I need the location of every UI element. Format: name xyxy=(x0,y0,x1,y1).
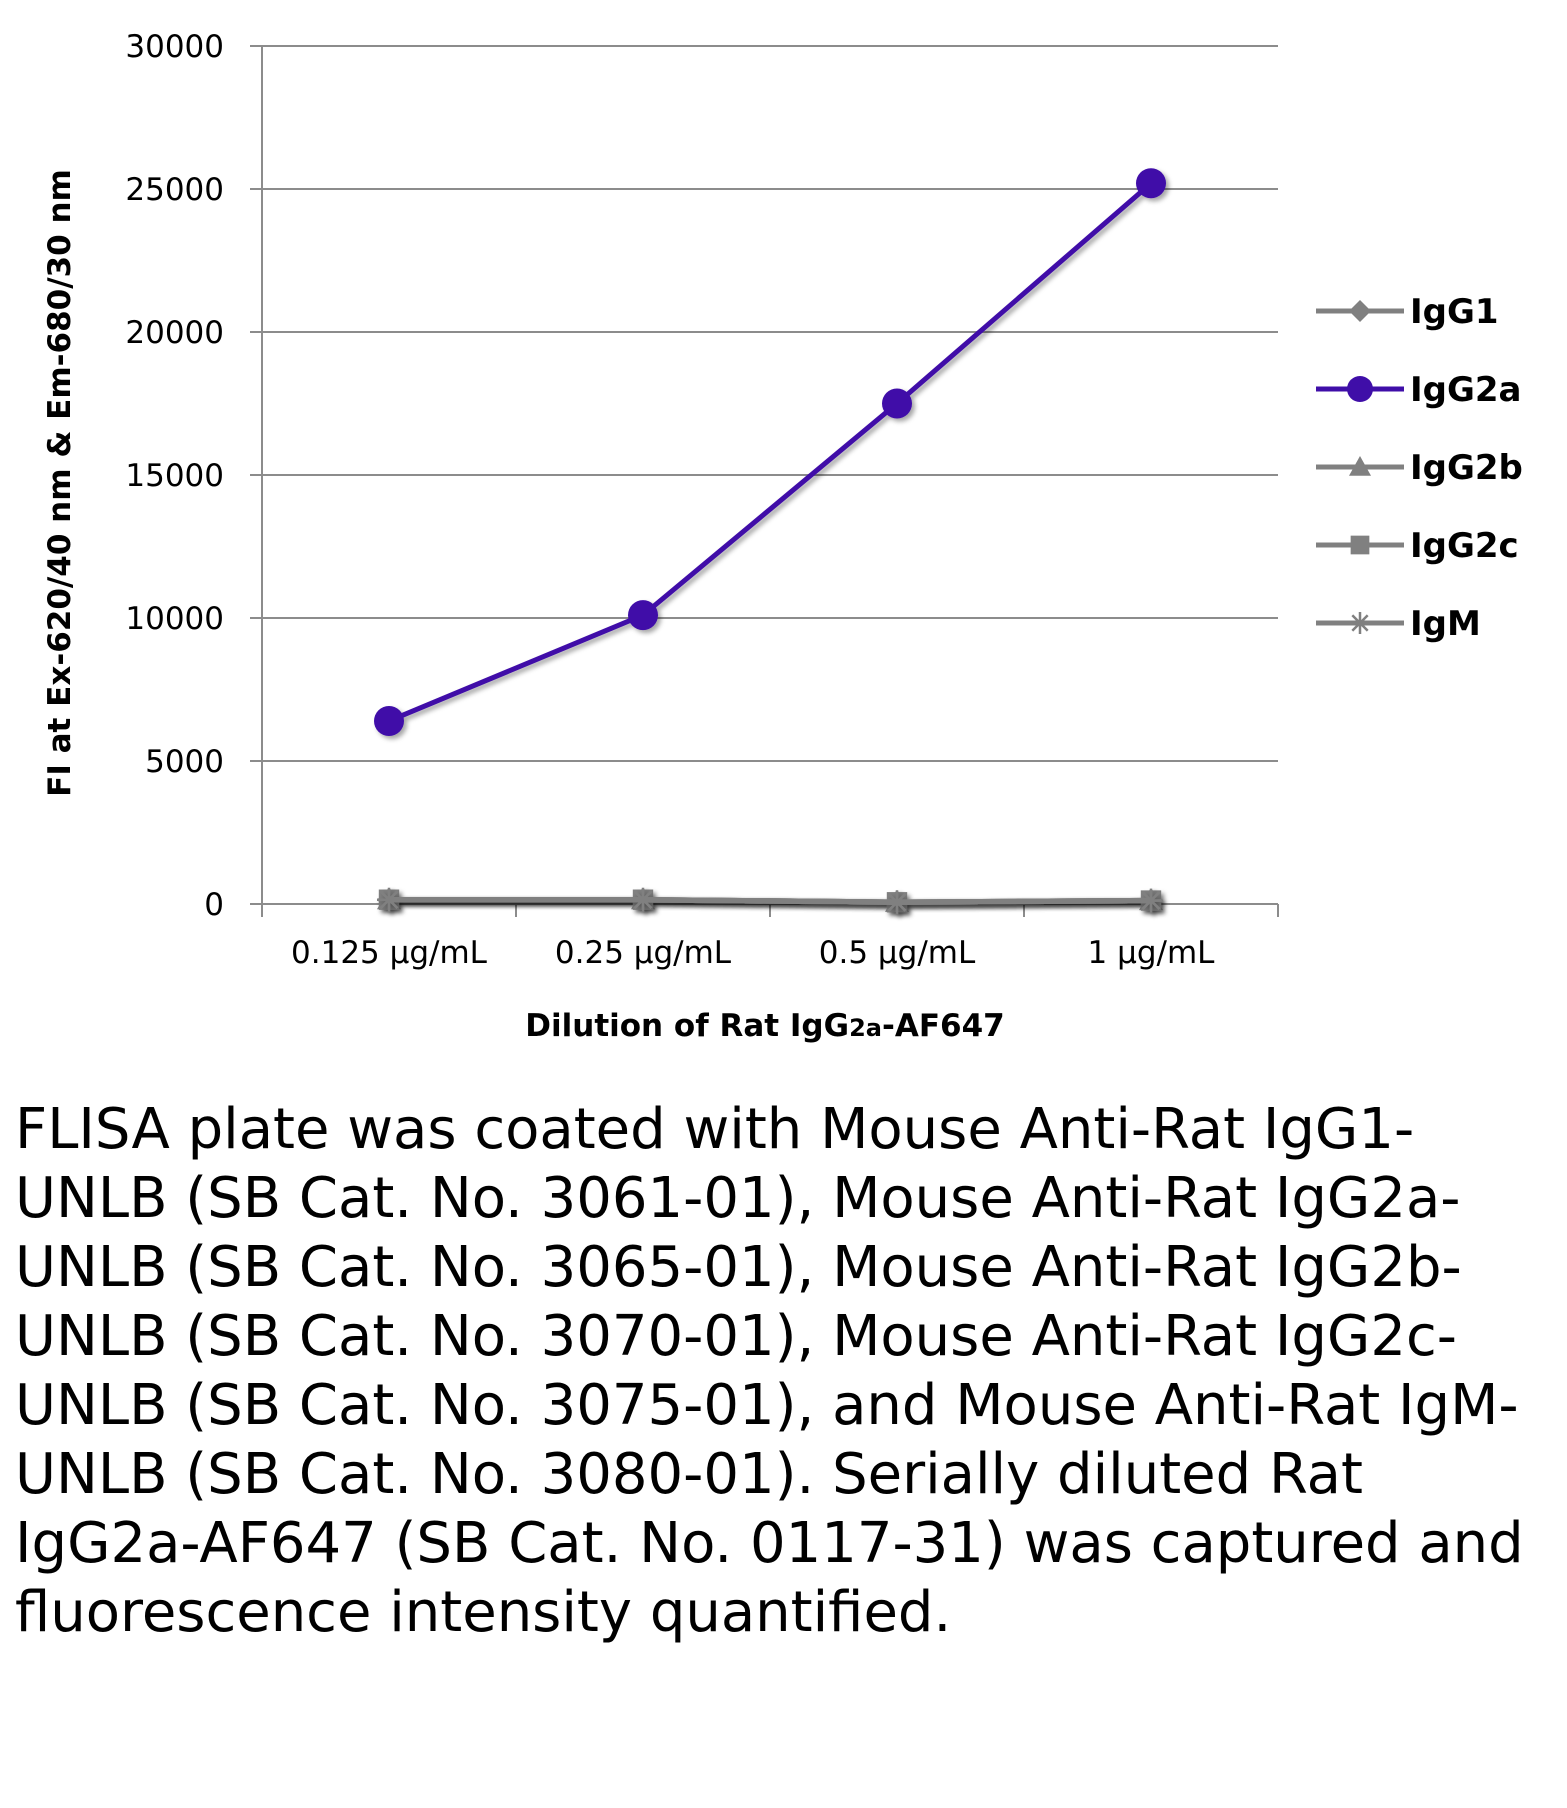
series-line xyxy=(389,896,1152,906)
legend: IgG1 IgG2a IgG2b IgG2c IgM xyxy=(1316,292,1523,644)
legend-item-igg1: IgG1 xyxy=(1316,292,1499,332)
line-chart: 0 5000 10000 15000 20000 25000 30000 0.125 µg/… xyxy=(42,29,1523,1044)
legend-item-igg2c: IgG2c xyxy=(1316,526,1519,566)
gridlines xyxy=(250,45,1278,905)
x-tick-label: 1 µg/mL xyxy=(1088,935,1216,971)
y-tick-label: 20000 xyxy=(125,315,224,351)
figure-caption: FLISA plate was coated with Mouse Anti-R… xyxy=(15,1097,1524,1645)
legend-marker xyxy=(1349,612,1371,634)
data-point xyxy=(1136,168,1166,199)
data-point xyxy=(882,388,912,419)
data-point xyxy=(377,887,401,912)
data-point xyxy=(885,890,909,915)
series-igg2a xyxy=(374,168,1166,736)
x-tick-label: 0.25 µg/mL xyxy=(555,935,732,971)
y-axis-ticks: 0 5000 10000 15000 20000 25000 30000 xyxy=(125,29,224,923)
legend-item-igm: IgM xyxy=(1316,604,1481,644)
legend-marker xyxy=(1350,535,1370,555)
data-point xyxy=(631,887,655,912)
y-tick-label: 30000 xyxy=(125,29,224,65)
series-line xyxy=(388,181,1153,724)
x-axis-ticks: 0.125 µg/mL 0.25 µg/mL 0.5 µg/mL 1 µg/mL xyxy=(291,935,1215,971)
y-tick-label: 15000 xyxy=(125,458,224,494)
legend-item-igg2b: IgG2b xyxy=(1316,448,1523,488)
legend-label: IgG1 xyxy=(1410,292,1499,332)
series-group xyxy=(374,168,1166,915)
series-igm xyxy=(377,887,1163,915)
data-point xyxy=(374,705,404,736)
legend-label: IgM xyxy=(1410,604,1481,644)
y-axis-title: FI at Ex-620/40 nm & Em-680/30 nm xyxy=(42,169,78,797)
x-tick-label: 0.5 µg/mL xyxy=(819,935,976,971)
legend-marker xyxy=(1349,300,1371,322)
legend-marker xyxy=(1349,456,1371,476)
x-tick-label: 0.125 µg/mL xyxy=(291,935,488,971)
y-tick-label: 10000 xyxy=(125,601,224,637)
legend-label: IgG2c xyxy=(1410,526,1519,566)
axes xyxy=(261,46,1279,917)
legend-marker xyxy=(1347,376,1373,402)
legend-item-igg2a: IgG2a xyxy=(1316,370,1522,410)
y-tick-label: 0 xyxy=(204,887,224,923)
x-axis-title: Dilution of Rat IgG2a-AF647 xyxy=(525,1008,1004,1044)
data-point xyxy=(1139,888,1163,913)
legend-label: IgG2a xyxy=(1410,370,1522,410)
data-point xyxy=(628,600,658,631)
y-tick-label: 5000 xyxy=(145,744,224,780)
y-tick-label: 25000 xyxy=(125,172,224,208)
legend-label: IgG2b xyxy=(1410,448,1523,488)
